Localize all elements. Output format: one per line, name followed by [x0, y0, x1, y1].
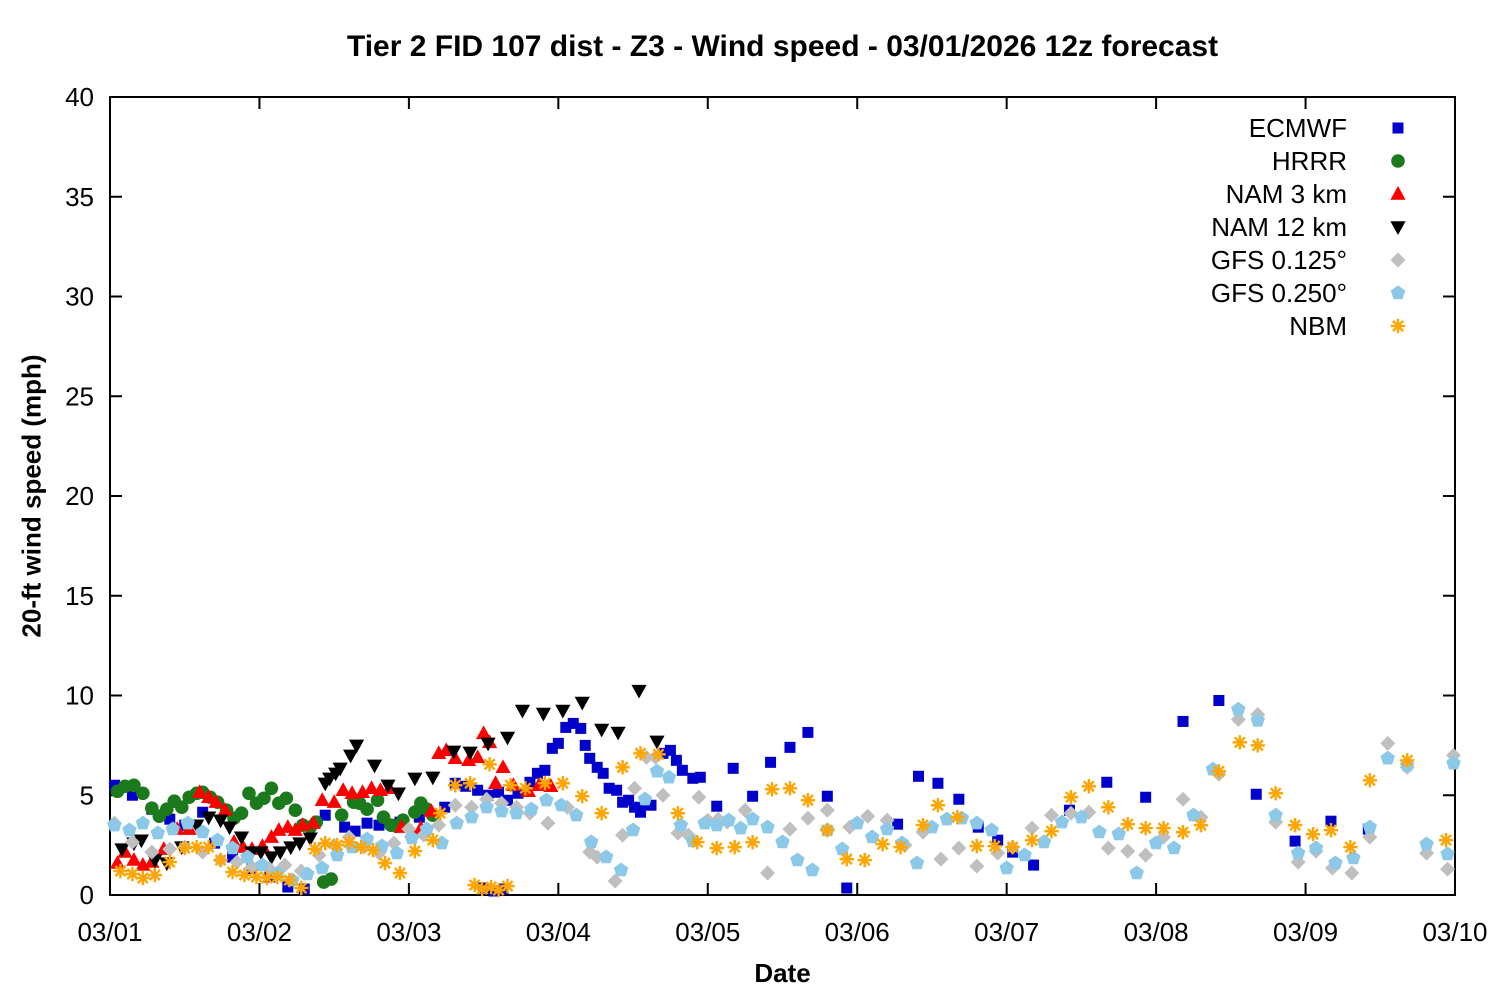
- x-tick-label: 03/08: [1124, 917, 1189, 947]
- x-tick-label: 03/01: [77, 917, 142, 947]
- x-tick-label: 03/06: [825, 917, 890, 947]
- legend-item-nam-3-km: NAM 3 km: [1226, 179, 1406, 209]
- legend-item-ecmwf: ECMWF: [1249, 113, 1404, 143]
- legend-label: ECMWF: [1249, 113, 1347, 143]
- legend-marker-triangle-down-icon: [1390, 221, 1406, 235]
- y-tick-label: 35: [65, 182, 94, 212]
- legend-marker-diamond-icon: [1390, 252, 1406, 268]
- chart-title: Tier 2 FID 107 dist - Z3 - Wind speed - …: [346, 30, 1219, 63]
- x-tick-label: 03/07: [974, 917, 1039, 947]
- legend-marker-triangle-up-icon: [1390, 186, 1406, 200]
- x-tick-label: 03/09: [1273, 917, 1338, 947]
- legend-item-nam-12-km: NAM 12 km: [1211, 212, 1406, 242]
- legend-label: NAM 3 km: [1226, 179, 1347, 209]
- legend-marker-square-icon: [1392, 122, 1404, 134]
- y-tick-label: 15: [65, 581, 94, 611]
- x-tick-label: 03/04: [526, 917, 591, 947]
- legend-item-gfs-0-250-: GFS 0.250°: [1211, 278, 1406, 308]
- legend-marker-pentagon-icon: [1390, 285, 1406, 300]
- legend-label: NAM 12 km: [1211, 212, 1347, 242]
- legend-marker-asterisk-icon: [1390, 318, 1406, 334]
- series-gfs-0-250-: [107, 701, 1461, 887]
- legend-label: GFS 0.250°: [1211, 278, 1347, 308]
- legend-label: GFS 0.125°: [1211, 245, 1347, 275]
- y-tick-label: 20: [65, 481, 94, 511]
- x-tick-label: 03/02: [227, 917, 292, 947]
- x-tick-label: 03/10: [1422, 917, 1487, 947]
- y-tick-label: 25: [65, 381, 94, 411]
- legend-marker-circle-icon: [1391, 154, 1405, 168]
- legend-item-hrrr: HRRR: [1272, 146, 1405, 176]
- y-tick-label: 40: [65, 82, 94, 112]
- legend-label: HRRR: [1272, 146, 1347, 176]
- x-axis-label: Date: [754, 958, 811, 988]
- x-tick-label: 03/05: [675, 917, 740, 947]
- y-tick-label: 5: [80, 780, 94, 810]
- legend-item-nbm: NBM: [1289, 311, 1406, 341]
- y-tick-label: 30: [65, 282, 94, 312]
- axes: 0 5 10 15 20 25 30 35 40 03/01 03/02 03/03 03/04 03/0…: [65, 82, 1487, 947]
- legend-item-gfs-0-125-: GFS 0.125°: [1211, 245, 1406, 275]
- y-tick-label: 0: [80, 880, 94, 910]
- series-nbm: [113, 735, 1454, 898]
- x-tick-label: 03/03: [376, 917, 441, 947]
- y-tick-label: 10: [65, 681, 94, 711]
- legend-label: NBM: [1289, 311, 1347, 341]
